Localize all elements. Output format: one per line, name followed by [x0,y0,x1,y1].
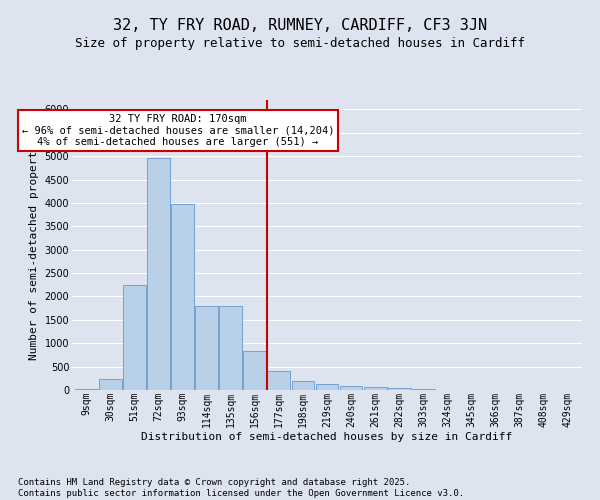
Text: Size of property relative to semi-detached houses in Cardiff: Size of property relative to semi-detach… [75,38,525,51]
Bar [171,204,194,390]
Text: 32, TY FRY ROAD, RUMNEY, CARDIFF, CF3 3JN: 32, TY FRY ROAD, RUMNEY, CARDIFF, CF3 3J… [113,18,487,32]
Bar [75,388,98,390]
Bar [316,384,338,390]
Bar [244,350,266,390]
Bar [147,158,170,390]
X-axis label: Distribution of semi-detached houses by size in Cardiff: Distribution of semi-detached houses by … [142,432,512,442]
Bar [340,386,362,390]
Bar [364,388,386,390]
Text: 32 TY FRY ROAD: 170sqm
← 96% of semi-detached houses are smaller (14,204)
4% of : 32 TY FRY ROAD: 170sqm ← 96% of semi-det… [22,114,334,147]
Bar [99,379,122,390]
Bar [220,306,242,390]
Bar [123,285,146,390]
Bar [268,371,290,390]
Bar [195,306,218,390]
Y-axis label: Number of semi-detached properties: Number of semi-detached properties [29,130,39,360]
Bar [388,388,410,390]
Bar [412,388,434,390]
Text: Contains HM Land Registry data © Crown copyright and database right 2025.
Contai: Contains HM Land Registry data © Crown c… [18,478,464,498]
Bar [292,381,314,390]
